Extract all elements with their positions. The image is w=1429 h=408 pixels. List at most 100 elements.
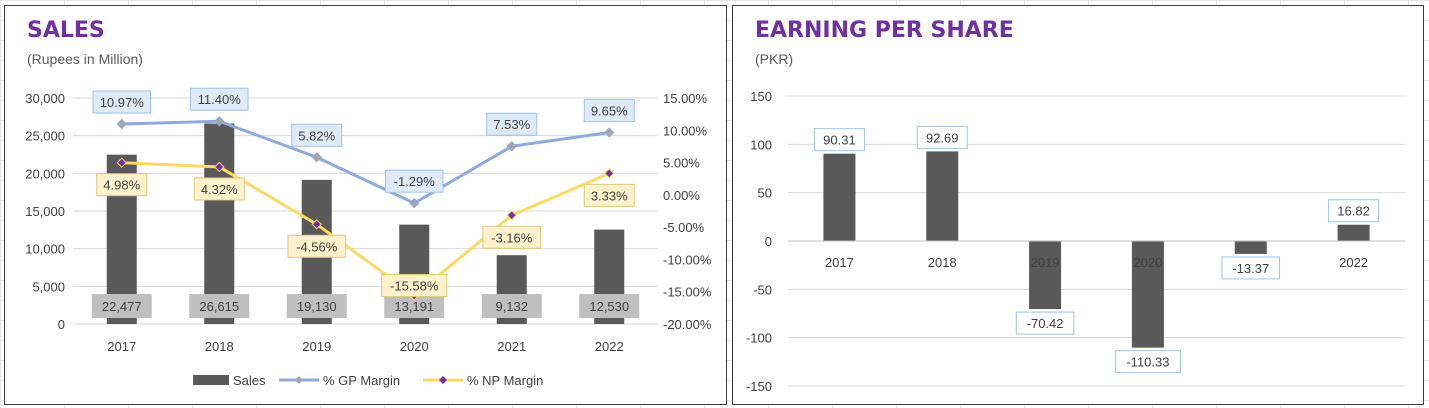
y-left-tick-label: 0 — [58, 317, 65, 332]
y-right-tick-label: 0.00% — [663, 188, 700, 203]
np-margin-line — [121, 161, 610, 297]
np-data-label: -4.56% — [296, 239, 338, 254]
y-tick-label: -100 — [746, 331, 772, 346]
sales-data-label: 12,530 — [589, 299, 629, 314]
y-tick-label: -150 — [746, 379, 772, 394]
x-tick-label: 2017 — [825, 255, 854, 270]
y-right-tick-label: -10.00% — [663, 252, 712, 267]
y-left-tick-label: 10,000 — [25, 242, 65, 257]
np-data-label: -3.16% — [491, 230, 533, 245]
gp-data-label: 11.40% — [198, 92, 242, 107]
x-tick-label: 2017 — [107, 339, 136, 354]
eps-title: EARNING PER SHARE — [755, 18, 1014, 43]
eps-data-label: -13.37 — [1232, 261, 1269, 276]
sales-chart-panel: SALES (Rupees in Million) 0 5,000 10,000 15… — [4, 5, 727, 405]
gp-data-label-box — [92, 90, 152, 114]
y-left-tick-label: 30,000 — [25, 91, 65, 106]
gp-data-label: 10.97% — [100, 95, 145, 110]
x-tick-label: 2018 — [205, 339, 234, 354]
gp-data-label-box — [384, 169, 444, 193]
np-data-label: -15.58% — [390, 278, 439, 293]
np-data-label: 3.33% — [591, 188, 628, 203]
y-left-tick-label: 20,000 — [25, 166, 65, 181]
sales-data-label: 9,132 — [495, 299, 528, 314]
legend-sales-label: Sales — [233, 373, 266, 388]
sales-chart: 0 5,000 10,000 15,000 20,000 25,000 30,000 -20.… — [25, 87, 712, 388]
np-data-label-box — [583, 183, 635, 207]
gp-data-label: 5.82% — [298, 128, 335, 143]
y-right-tick-label: 10.00% — [663, 123, 708, 138]
eps-bar — [926, 151, 959, 241]
eps-bar — [1337, 224, 1370, 241]
np-data-label-box — [193, 177, 245, 201]
eps-bar — [1131, 241, 1164, 348]
y-left-tick-label: 25,000 — [25, 129, 65, 144]
x-tick-label: 2020 — [400, 339, 429, 354]
np-data-label: 4.98% — [103, 178, 140, 193]
np-data-label-box — [381, 273, 448, 297]
eps-data-label: 16.82 — [1337, 204, 1370, 219]
x-tick-label: 2020 — [1133, 255, 1162, 270]
legend-np-label: % NP Margin — [467, 373, 543, 388]
np-margin-marker — [604, 168, 615, 179]
sales-data-label-box — [286, 294, 347, 318]
y-left-tick-label: 5,000 — [32, 279, 65, 294]
x-tick-label: 2022 — [595, 339, 624, 354]
gp-margin-line — [121, 119, 610, 205]
sales-title: SALES — [27, 18, 105, 43]
eps-data-label-box — [1015, 311, 1075, 335]
y-right-tick-label: -5.00% — [663, 220, 705, 235]
np-margin-marker — [506, 210, 517, 221]
gp-data-label: 9.65% — [591, 104, 628, 119]
x-tick-label: 2019 — [1031, 255, 1060, 270]
y-right-tick-label: 15.00% — [663, 91, 708, 106]
y-right-tick-label: -15.00% — [663, 285, 712, 300]
eps-subtitle: (PKR) — [755, 51, 794, 67]
eps-chart: -150-100-5005010015020172018201920202021… — [746, 89, 1405, 394]
y-tick-label: 150 — [750, 89, 772, 104]
eps-bar — [1234, 241, 1267, 254]
gp-margin-marker — [311, 152, 322, 163]
sales-data-label-box — [481, 294, 542, 318]
sales-data-label: 19,130 — [297, 299, 337, 314]
sales-subtitle: (Rupees in Million) — [27, 51, 143, 67]
sales-data-label: 22,477 — [102, 299, 142, 314]
np-data-label-box — [96, 173, 148, 197]
eps-data-label-box — [813, 128, 865, 152]
sales-data-label-box — [579, 294, 640, 318]
gp-data-label-box — [583, 99, 635, 123]
y-tick-label: -50 — [753, 282, 772, 297]
gp-data-label-box — [291, 123, 343, 147]
eps-data-label-box — [1328, 199, 1380, 223]
eps-data-label: -110.33 — [1126, 355, 1169, 370]
np-margin-marker — [214, 161, 225, 173]
x-tick-label: 2021 — [497, 339, 526, 354]
gp-data-label-box — [486, 112, 538, 136]
sales-data-label-box — [91, 294, 152, 318]
eps-data-label: 92.69 — [926, 130, 959, 145]
x-tick-label: 2019 — [302, 339, 331, 354]
y-tick-label: 0 — [765, 234, 772, 249]
np-margin-marker — [311, 219, 322, 230]
sales-bar — [204, 123, 235, 324]
eps-data-label-box — [1221, 256, 1281, 280]
legend-np-marker — [439, 376, 447, 384]
np-margin-marker — [116, 157, 127, 168]
eps-data-label-box — [1114, 350, 1182, 374]
eps-bar — [823, 153, 856, 241]
gp-margin-marker — [409, 197, 420, 209]
y-right-tick-label: 5.00% — [663, 156, 700, 171]
y-left-tick-label: 15,000 — [25, 204, 65, 219]
legend-sales-swatch — [193, 375, 229, 385]
eps-data-label-box — [916, 125, 968, 149]
y-tick-label: 100 — [750, 137, 772, 152]
gp-data-label-box — [189, 87, 249, 111]
y-right-tick-label: -20.00% — [663, 317, 712, 332]
y-tick-label: 50 — [758, 186, 772, 201]
legend-gp-label: % GP Margin — [323, 373, 400, 388]
x-tick-label: 2018 — [928, 255, 957, 270]
eps-data-label: -70.42 — [1027, 316, 1064, 331]
legend-gp-marker — [295, 376, 303, 384]
gp-margin-marker — [214, 116, 225, 127]
np-data-label: 4.32% — [201, 182, 238, 197]
